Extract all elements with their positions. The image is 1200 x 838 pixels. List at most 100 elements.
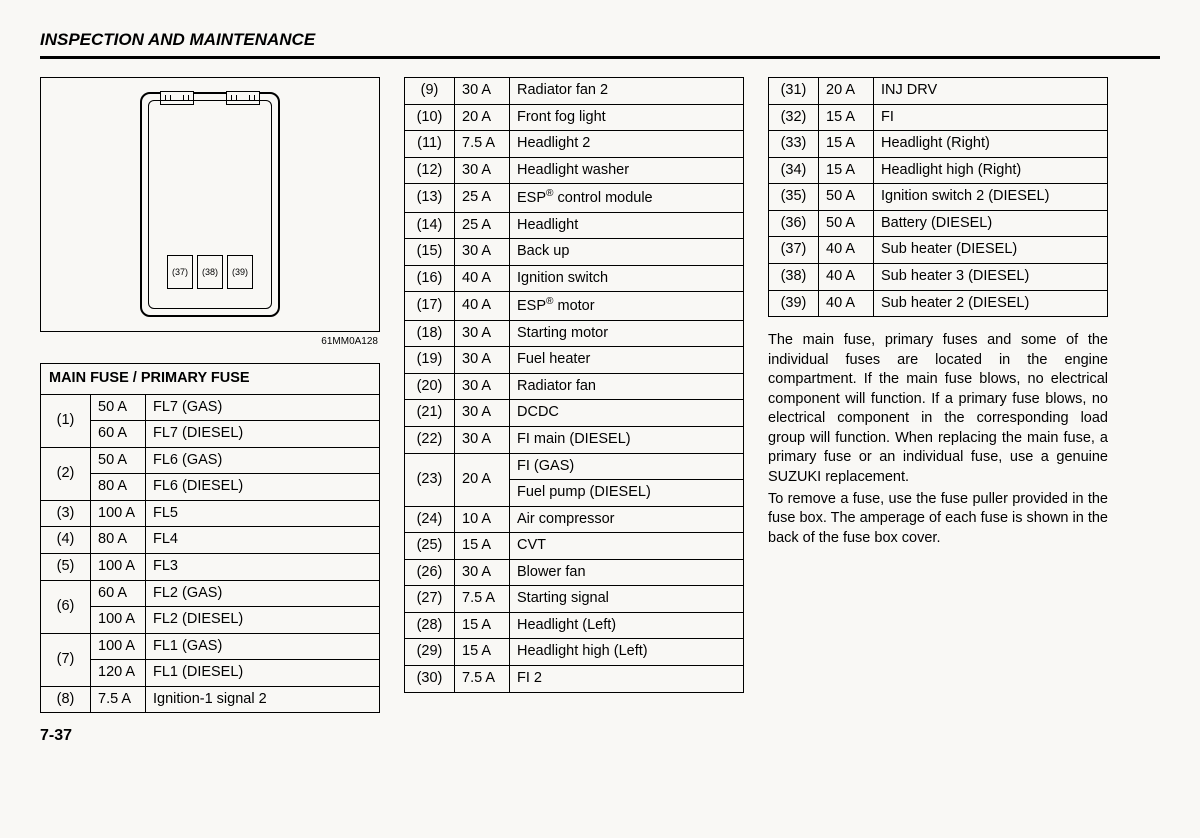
fuse-amperage: 15 A — [455, 639, 510, 666]
left-column: (37) (38) (39) 61MM0A128 MAIN FUSE / PRI… — [40, 77, 380, 713]
fuse-description: Headlight washer — [510, 157, 744, 184]
fuse-amperage: 20 A — [455, 104, 510, 131]
fuse-description: FL2 (DIESEL) — [146, 607, 380, 634]
fusebox-outline: (37) (38) (39) — [140, 92, 280, 317]
fuse-amperage: 15 A — [819, 157, 874, 184]
fuse-number: (12) — [405, 157, 455, 184]
fuse-number: (22) — [405, 426, 455, 453]
table-row: (9)30 ARadiator fan 2 — [405, 78, 744, 105]
fuse-amperage: 50 A — [819, 184, 874, 211]
table-row: (38)40 ASub heater 3 (DIESEL) — [769, 263, 1108, 290]
fuse-amperage: 120 A — [91, 660, 146, 687]
table-row: (4)80 AFL4 — [41, 527, 380, 554]
prose-paragraph: To remove a fuse, use the fuse puller pr… — [768, 490, 1108, 549]
fuse-amperage: 20 A — [819, 78, 874, 105]
table-row: 100 AFL2 (DIESEL) — [41, 607, 380, 634]
table-row: (17)40 AESP® motor — [405, 292, 744, 320]
fuse-number: (30) — [405, 666, 455, 693]
table-row: (7)100 AFL1 (GAS) — [41, 633, 380, 660]
fuse-number: (10) — [405, 104, 455, 131]
fuse-description: FL6 (GAS) — [146, 447, 380, 474]
fuse-description: FL7 (GAS) — [146, 394, 380, 421]
table-row: 80 AFL6 (DIESEL) — [41, 474, 380, 501]
fuse-amperage: 60 A — [91, 580, 146, 607]
fuse-amperage: 7.5 A — [91, 686, 146, 713]
fuse-number: (26) — [405, 559, 455, 586]
fuse-description: Ignition switch — [510, 265, 744, 292]
content-columns: (37) (38) (39) 61MM0A128 MAIN FUSE / PRI… — [40, 77, 1160, 713]
fuse-description: FI — [874, 104, 1108, 131]
table-row: (11)7.5 AHeadlight 2 — [405, 131, 744, 158]
fuse-number: (11) — [405, 131, 455, 158]
table-row: (6)60 AFL2 (GAS) — [41, 580, 380, 607]
table-row: (2)50 AFL6 (GAS) — [41, 447, 380, 474]
fuse-amperage: 40 A — [455, 292, 510, 320]
fuse-amperage: 25 A — [455, 212, 510, 239]
table-row: (39)40 ASub heater 2 (DIESEL) — [769, 290, 1108, 317]
fuse-description: Radiator fan 2 — [510, 78, 744, 105]
table-row: (37)40 ASub heater (DIESEL) — [769, 237, 1108, 264]
fuse-amperage: 100 A — [91, 553, 146, 580]
fuse-description: Headlight high (Right) — [874, 157, 1108, 184]
table-row: (8)7.5 AIgnition-1 signal 2 — [41, 686, 380, 713]
prose-paragraph: The main fuse, primary fuses and some of… — [768, 331, 1108, 488]
fuse-description: ESP® motor — [510, 292, 744, 320]
fuse-description: Sub heater (DIESEL) — [874, 237, 1108, 264]
fuse-amperage: 30 A — [455, 400, 510, 427]
fusebox-slot: (38) — [197, 255, 223, 289]
table-row: (27)7.5 AStarting signal — [405, 586, 744, 613]
section-title: INSPECTION AND MAINTENANCE — [40, 30, 1160, 50]
fuse-amperage: 30 A — [455, 426, 510, 453]
table-row: (13)25 AESP® control module — [405, 184, 744, 212]
page-number: 7-37 — [40, 727, 1160, 745]
fuse-amperage: 7.5 A — [455, 131, 510, 158]
fuse-number: (18) — [405, 320, 455, 347]
fuse-number: (5) — [41, 553, 91, 580]
table-row: (33)15 AHeadlight (Right) — [769, 131, 1108, 158]
fuse-amperage: 80 A — [91, 474, 146, 501]
fuse-number: (1) — [41, 394, 91, 447]
fuse-description: Headlight 2 — [510, 131, 744, 158]
fuse-description: Radiator fan — [510, 373, 744, 400]
fuse-description: FI (GAS) — [510, 453, 744, 480]
fuse-description: Headlight (Left) — [510, 612, 744, 639]
horizontal-rule — [40, 56, 1160, 59]
fuse-description: Headlight — [510, 212, 744, 239]
fuse-amperage: 40 A — [819, 290, 874, 317]
description-text: The main fuse, primary fuses and some of… — [768, 331, 1108, 548]
fuse-description: Ignition-1 signal 2 — [146, 686, 380, 713]
fuse-number: (35) — [769, 184, 819, 211]
fuse-number: (36) — [769, 210, 819, 237]
fuse-description: Starting signal — [510, 586, 744, 613]
fuse-number: (19) — [405, 347, 455, 374]
fusebox-slot: (39) — [227, 255, 253, 289]
diagram-reference: 61MM0A128 — [40, 336, 380, 347]
fuse-description: Blower fan — [510, 559, 744, 586]
fuse-amperage: 100 A — [91, 500, 146, 527]
main-fuse-table: MAIN FUSE / PRIMARY FUSE (1)50 AFL7 (GAS… — [40, 363, 380, 713]
fuse-description: FL5 — [146, 500, 380, 527]
fuse-description: Air compressor — [510, 506, 744, 533]
fuse-number: (8) — [41, 686, 91, 713]
fuse-description: FL3 — [146, 553, 380, 580]
table-row: (24)10 AAir compressor — [405, 506, 744, 533]
fuse-amperage: 30 A — [455, 373, 510, 400]
fuse-amperage: 80 A — [91, 527, 146, 554]
fuse-amperage: 100 A — [91, 607, 146, 634]
right-column: (31)20 AINJ DRV(32)15 AFI(33)15 AHeadlig… — [768, 77, 1108, 550]
fuse-number: (16) — [405, 265, 455, 292]
fuse-amperage: 30 A — [455, 347, 510, 374]
table-row: (30)7.5 AFI 2 — [405, 666, 744, 693]
fuse-number: (25) — [405, 533, 455, 560]
fuse-number: (4) — [41, 527, 91, 554]
fuse-amperage: 20 A — [455, 453, 510, 506]
fuse-number: (9) — [405, 78, 455, 105]
table-row: (5)100 AFL3 — [41, 553, 380, 580]
fuse-amperage: 50 A — [91, 394, 146, 421]
table-row: (28)15 AHeadlight (Left) — [405, 612, 744, 639]
fuse-amperage: 30 A — [455, 239, 510, 266]
fuse-amperage: 10 A — [455, 506, 510, 533]
fuse-description: FL1 (DIESEL) — [146, 660, 380, 687]
fuse-amperage: 30 A — [455, 320, 510, 347]
table-row: (35)50 AIgnition switch 2 (DIESEL) — [769, 184, 1108, 211]
